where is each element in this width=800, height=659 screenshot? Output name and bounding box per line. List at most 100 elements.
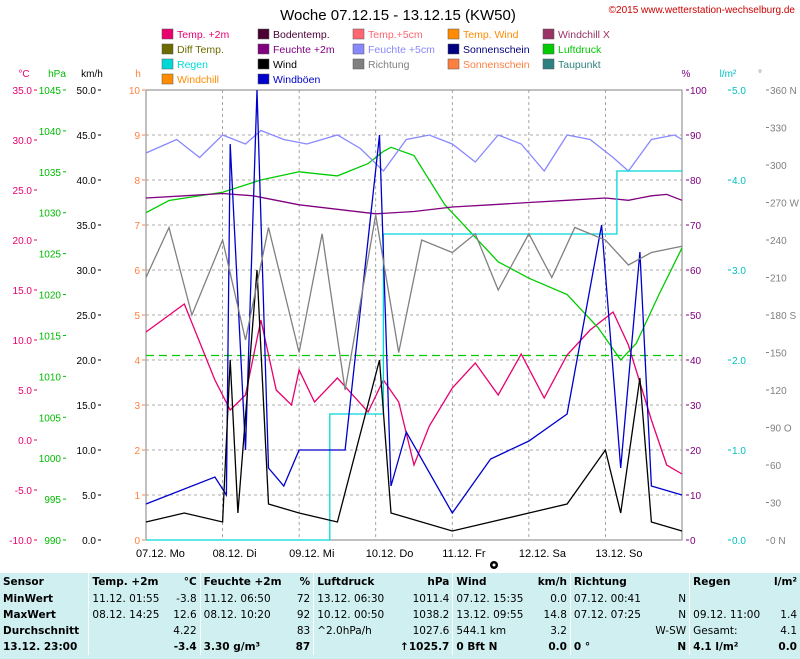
table-cell: 544.1 km bbox=[452, 623, 532, 639]
table-cell-value: 14.8 bbox=[543, 609, 567, 621]
legend-label: Sonnenschein bbox=[463, 44, 530, 56]
legend-label: Regen bbox=[177, 59, 208, 71]
axis-tick-label: 90 bbox=[690, 131, 702, 142]
table-row-label: 13.12. 23:00 bbox=[3, 641, 78, 653]
axis-tick-label: -10.0 bbox=[9, 536, 32, 547]
axis-unit-label: km/h bbox=[81, 69, 103, 80]
axis-tick-label: 5.0 bbox=[732, 86, 746, 97]
table-cell-value: 1027.6 bbox=[412, 625, 450, 637]
legend-swatch bbox=[161, 58, 174, 70]
weather-chart: °C 35.0 30.0 25.0 20.0 15.0 10.0 5.0 0.0 -5.0 -10.… bbox=[9, 5, 799, 569]
legend-swatch bbox=[161, 73, 174, 85]
table-cell: 11.12. 01:55 bbox=[88, 591, 169, 607]
axis-tick-label: 0 N bbox=[770, 536, 786, 547]
axis-unit-label: % bbox=[682, 69, 691, 80]
axis-tick-label: 70 bbox=[690, 221, 702, 232]
table-cell: 07.12. 15:35 bbox=[452, 591, 532, 607]
table-header: Feuchte +2m bbox=[199, 573, 291, 591]
legend-swatch bbox=[257, 28, 270, 40]
axis-tick-label: 10.0 bbox=[77, 446, 97, 457]
legend-label: Taupunkt bbox=[558, 59, 601, 71]
table-header-unit: hPa bbox=[427, 576, 450, 588]
axis-tick-label: 270 W bbox=[770, 199, 799, 210]
axis-tick-label: 8 bbox=[134, 176, 140, 187]
axis-tick-label: 1045 bbox=[39, 86, 62, 97]
axis-tick-label: 1020 bbox=[39, 291, 62, 302]
axis-tick-label: 1040 bbox=[39, 127, 62, 138]
axis-tick-label: 0.0 bbox=[82, 536, 96, 547]
table-cell-value: 72 bbox=[296, 593, 311, 605]
table-header-unit: % bbox=[299, 576, 311, 588]
axis-unit-label: l/m² bbox=[720, 69, 737, 80]
axis-tick-label: 50 bbox=[690, 311, 702, 322]
table-header-unit: l/m² bbox=[774, 576, 797, 588]
table-cell-value: 4.22 bbox=[173, 625, 197, 637]
table-cell: 0 ° bbox=[569, 639, 650, 655]
table-cell-value: 4.1 bbox=[780, 625, 797, 637]
table-cell-value: 83 bbox=[296, 625, 311, 637]
axis-tick-label: 25.0 bbox=[13, 186, 33, 197]
legend-label: Windchill bbox=[177, 74, 219, 86]
axis-tick-label: 7 bbox=[134, 221, 140, 232]
legend-swatch bbox=[447, 58, 460, 70]
table-cell-value bbox=[769, 591, 800, 607]
legend-label: Diff Temp. bbox=[177, 44, 224, 56]
table-cell: 09.12. 11:00 bbox=[689, 607, 769, 623]
axis-tick-label: 990 bbox=[44, 536, 61, 547]
x-tick-label: 07.12. Mo bbox=[136, 548, 185, 560]
table-header-unit: °C bbox=[183, 576, 197, 588]
axis-tick-label: 4 bbox=[134, 356, 140, 367]
table-header: Temp. +2m bbox=[88, 573, 169, 591]
axis-tick-label: 60 bbox=[690, 266, 702, 277]
axis-tick-label: 35.0 bbox=[13, 86, 33, 97]
table-cell-value: N bbox=[677, 641, 687, 653]
legend-swatch bbox=[542, 43, 555, 55]
table-cell: 0 Bft N bbox=[452, 639, 532, 655]
axis-tick-label: 5.0 bbox=[18, 386, 32, 397]
series-feuchte-2m bbox=[145, 192, 683, 215]
axis-tick-label: 5 bbox=[134, 311, 140, 322]
axis-tick-label: 150 bbox=[770, 349, 787, 360]
axis-tick-label: 20 bbox=[690, 446, 702, 457]
chart-title: Woche 07.12.15 - 13.12.15 (KW50) bbox=[280, 7, 516, 24]
table-cell: 08.12. 10:20 bbox=[199, 607, 291, 623]
table-header-row: Sensor Temp. +2m °C Feuchte +2m% Luftdruck hP… bbox=[0, 573, 800, 591]
legend-label: Wind bbox=[273, 59, 297, 71]
legend-swatch bbox=[542, 28, 555, 40]
axis-unit-label: h bbox=[135, 69, 141, 80]
table-row: Durchschnitt 4.22 83 ^2.0hPa/h 1027.6 544.1 k… bbox=[0, 623, 800, 639]
legend-label: Windböen bbox=[273, 74, 320, 86]
axis-tick-label: 3.0 bbox=[732, 266, 746, 277]
table-row: MaxWert 08.12. 14:25 12.6 08.12. 10:20 92 10.… bbox=[0, 607, 800, 623]
series-feuchte-5cm bbox=[145, 129, 683, 173]
table-row-label: MaxWert bbox=[3, 609, 56, 621]
axis-tick-label: 6 bbox=[134, 266, 140, 277]
legend-swatch bbox=[257, 43, 270, 55]
table-header: Regen bbox=[689, 573, 769, 591]
series-luftdruck bbox=[145, 146, 683, 362]
table-cell: 3.30 g/m³ bbox=[199, 639, 291, 655]
legend-swatch bbox=[257, 73, 270, 85]
summary-table-panel: Sensor Temp. +2m °C Feuchte +2m% Luftdruck hP… bbox=[0, 573, 800, 659]
axis-tick-label: 1 bbox=[134, 491, 140, 502]
axis-tick-label: 1010 bbox=[39, 372, 62, 383]
table-cell-value: 1011.4 bbox=[412, 593, 450, 605]
axis-tick-label: 30.0 bbox=[13, 136, 33, 147]
copyright-text: ©2015 www.wetterstation-wechselburg.de bbox=[609, 5, 796, 16]
axis-tick-label: 15.0 bbox=[13, 286, 33, 297]
table-cell-value: 0.0 bbox=[778, 641, 797, 653]
table-cell bbox=[689, 591, 769, 607]
legend-label: Luftdruck bbox=[558, 44, 602, 56]
table-cell-value: 1.4 bbox=[780, 609, 797, 621]
table-header-unit: km/h bbox=[537, 576, 567, 588]
axis-tick-label: 120 bbox=[770, 386, 787, 397]
axis-tick-label: 1015 bbox=[39, 331, 62, 342]
axis-tick-label: 1025 bbox=[39, 250, 62, 261]
legend-swatch bbox=[447, 43, 460, 55]
table-header: Wind bbox=[452, 573, 532, 591]
table-cell: ^2.0hPa/h bbox=[313, 623, 393, 639]
table-cell: 07.12. 07:25 bbox=[569, 607, 650, 623]
axis-tick-label: 80 bbox=[690, 176, 702, 187]
legend-swatch bbox=[161, 28, 174, 40]
table-cell: 10.12. 00:50 bbox=[313, 607, 393, 623]
